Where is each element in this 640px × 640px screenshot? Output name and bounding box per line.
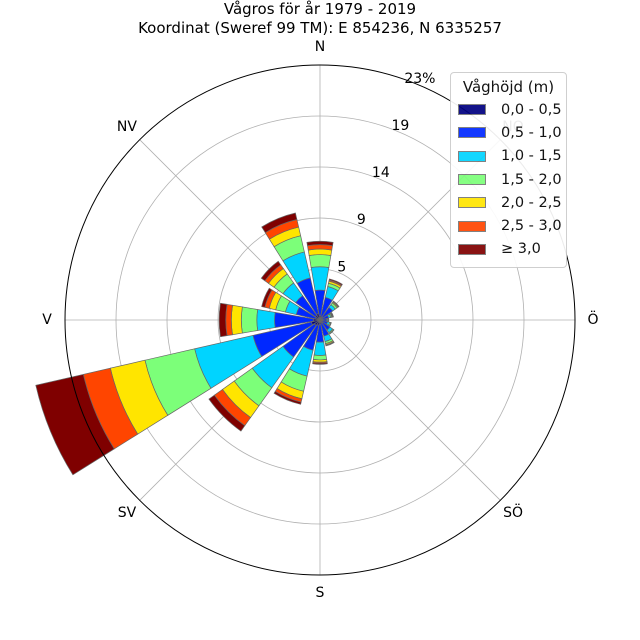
sector-bar [256,309,276,331]
sector-bar [312,362,328,365]
direction-label: Ö [587,310,598,328]
sector-bar [312,354,328,361]
sector-bar [328,322,332,327]
sector-bar [273,390,302,405]
sector-bar [313,341,327,356]
legend-item: ≥ 3,0 [451,238,566,261]
legend-swatch [458,150,486,162]
legend-label: 1,5 - 2,0 [501,171,562,188]
sector-bar [330,312,334,318]
direction-label: N [315,39,325,55]
sector-bar [308,254,332,268]
legend-label: 1,0 - 1,5 [501,148,562,165]
legend-title: Våghöjd (m) [462,78,555,96]
legend-item: 1,5 - 2,0 [451,168,566,191]
legend-swatch [458,197,486,209]
radial-tick-label: 19 [391,118,409,134]
legend-swatch [458,243,486,255]
radial-tick-label: 9 [357,212,366,228]
legend-item: 2,0 - 2,5 [451,191,566,214]
legend-label: 0,5 - 1,0 [501,124,562,141]
sector-bar [325,341,335,347]
legend-item: 0,5 - 1,0 [451,121,566,144]
sector-bar [306,240,334,247]
sector-bar [307,248,333,256]
legend-item: 1,0 - 1,5 [451,145,566,168]
sector-bar [230,304,243,336]
legend-label: ≥ 3,0 [501,241,541,258]
direction-label: NV [117,119,137,135]
sector-bar [35,373,115,476]
legend-swatch [458,127,486,139]
legend-label: 0,0 - 0,5 [501,101,562,118]
legend-swatch [458,220,486,232]
legend-label: 2,0 - 2,5 [501,194,562,211]
legend-item: 2,5 - 3,0 [451,214,566,237]
polar-frame [64,64,576,576]
direction-label: SV [118,505,137,521]
legend: Våghöjd (m) 0,0 - 0,5 0,5 - 1,0 1,0 - 1,… [450,72,567,268]
chart-title: Vågros för år 1979 - 2019 [223,0,417,18]
legend-swatch [458,174,486,186]
sector-bar [327,318,330,322]
sector-bar [261,212,298,234]
direction-label: V [42,312,52,328]
sector-bar [240,306,259,334]
sector-bar [332,300,340,308]
radial-tick-label: 23% [404,71,435,87]
sector-bar [329,329,335,335]
legend-item: 0,0 - 0,5 [451,98,566,121]
sector-bar [260,260,282,282]
legend-swatch [458,104,486,116]
legend-label: 2,5 - 3,0 [501,218,562,235]
sector-bar [261,287,273,308]
sector-bar [328,278,343,286]
chart-subtitle: Koordinat (Sweref 99 TM): E 854236, N 63… [138,19,502,37]
sector-bar [225,303,233,337]
radial-tick-label: 14 [372,165,390,181]
direction-label: S [316,585,325,601]
radial-tick-label: 5 [337,259,346,275]
sector-bar [208,394,246,432]
direction-label: SÖ [503,503,523,521]
sector-bar [218,302,228,338]
grid-spoke [319,319,501,501]
sector-bar [310,266,330,291]
